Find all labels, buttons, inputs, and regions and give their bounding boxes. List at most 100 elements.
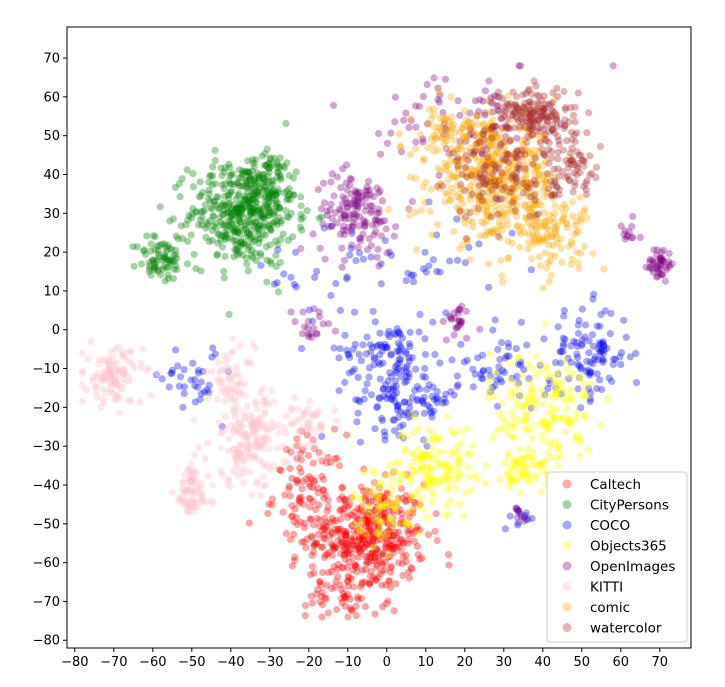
data-point — [409, 505, 417, 513]
data-point — [402, 558, 410, 566]
data-point — [563, 365, 571, 373]
data-point — [420, 265, 428, 273]
data-point — [486, 349, 494, 357]
data-point — [160, 253, 168, 261]
data-point — [283, 196, 291, 204]
data-point — [253, 187, 261, 195]
data-point — [341, 592, 349, 600]
data-point — [423, 451, 431, 459]
data-point — [368, 517, 376, 525]
data-point — [203, 439, 212, 447]
data-point — [392, 459, 400, 467]
data-point — [522, 509, 531, 517]
data-point — [194, 369, 203, 377]
data-point — [302, 475, 310, 483]
data-point — [345, 214, 353, 222]
data-point — [388, 503, 396, 511]
data-point — [366, 550, 375, 558]
data-point — [516, 361, 525, 369]
data-point — [341, 555, 349, 563]
data-point — [559, 340, 568, 348]
x-tick-label: −10 — [334, 655, 361, 670]
data-point — [491, 369, 499, 377]
data-point — [247, 235, 255, 243]
data-point — [238, 206, 246, 214]
data-point — [309, 436, 317, 444]
data-point — [264, 211, 272, 219]
data-point — [400, 116, 408, 124]
data-point — [433, 399, 441, 407]
data-point — [366, 579, 374, 587]
data-point — [408, 354, 416, 362]
data-point — [227, 188, 235, 196]
data-point — [384, 205, 393, 214]
data-point — [512, 345, 520, 353]
data-point — [429, 430, 437, 439]
data-point — [392, 369, 400, 377]
data-point — [327, 539, 335, 547]
x-tick-label: 20 — [457, 655, 474, 670]
data-point — [394, 507, 402, 515]
data-point — [391, 397, 399, 405]
data-point — [404, 539, 412, 547]
data-point — [382, 343, 390, 351]
data-point — [399, 539, 407, 547]
data-point — [343, 549, 351, 557]
data-point — [513, 174, 521, 182]
data-point — [367, 528, 375, 536]
data-point — [284, 191, 292, 199]
data-point — [272, 190, 280, 198]
data-point — [237, 200, 245, 208]
legend-label: comic — [590, 600, 630, 616]
data-point — [414, 551, 422, 559]
data-point — [352, 546, 361, 554]
data-point — [513, 402, 521, 410]
data-point — [168, 369, 176, 377]
data-point — [289, 174, 297, 182]
data-point — [385, 461, 393, 469]
data-point — [245, 173, 253, 181]
data-point — [235, 182, 243, 190]
data-point — [585, 337, 593, 345]
data-point — [265, 159, 273, 167]
y-tick-label: 20 — [43, 246, 60, 261]
data-point — [333, 454, 341, 462]
data-point — [334, 527, 342, 535]
data-point — [218, 181, 226, 189]
data-point — [345, 574, 354, 582]
data-point — [386, 507, 394, 515]
data-point — [365, 537, 373, 545]
data-point — [210, 198, 218, 206]
data-point — [206, 197, 214, 205]
data-point — [645, 264, 654, 272]
data-point — [466, 125, 474, 133]
data-point — [457, 180, 465, 188]
data-point — [240, 195, 248, 204]
data-point — [221, 390, 229, 398]
data-point — [363, 553, 371, 561]
data-point — [501, 459, 509, 467]
data-point — [391, 118, 399, 126]
data-point — [280, 164, 288, 172]
data-point — [340, 527, 348, 535]
data-point — [183, 260, 192, 268]
data-point — [318, 613, 326, 621]
series-coco — [152, 195, 641, 533]
data-point — [318, 543, 327, 551]
data-point — [629, 212, 637, 220]
data-point — [548, 99, 556, 107]
data-point — [378, 560, 387, 568]
data-point — [252, 156, 260, 164]
data-point — [365, 579, 373, 587]
x-tick-label: 70 — [652, 655, 669, 670]
data-point — [336, 507, 344, 515]
data-point — [235, 189, 243, 198]
data-point — [597, 311, 605, 319]
data-point — [267, 226, 275, 234]
data-point — [210, 222, 218, 230]
data-point — [319, 475, 327, 483]
data-point — [245, 205, 253, 213]
data-point — [219, 199, 227, 207]
data-point — [519, 372, 527, 380]
data-point — [270, 398, 278, 406]
